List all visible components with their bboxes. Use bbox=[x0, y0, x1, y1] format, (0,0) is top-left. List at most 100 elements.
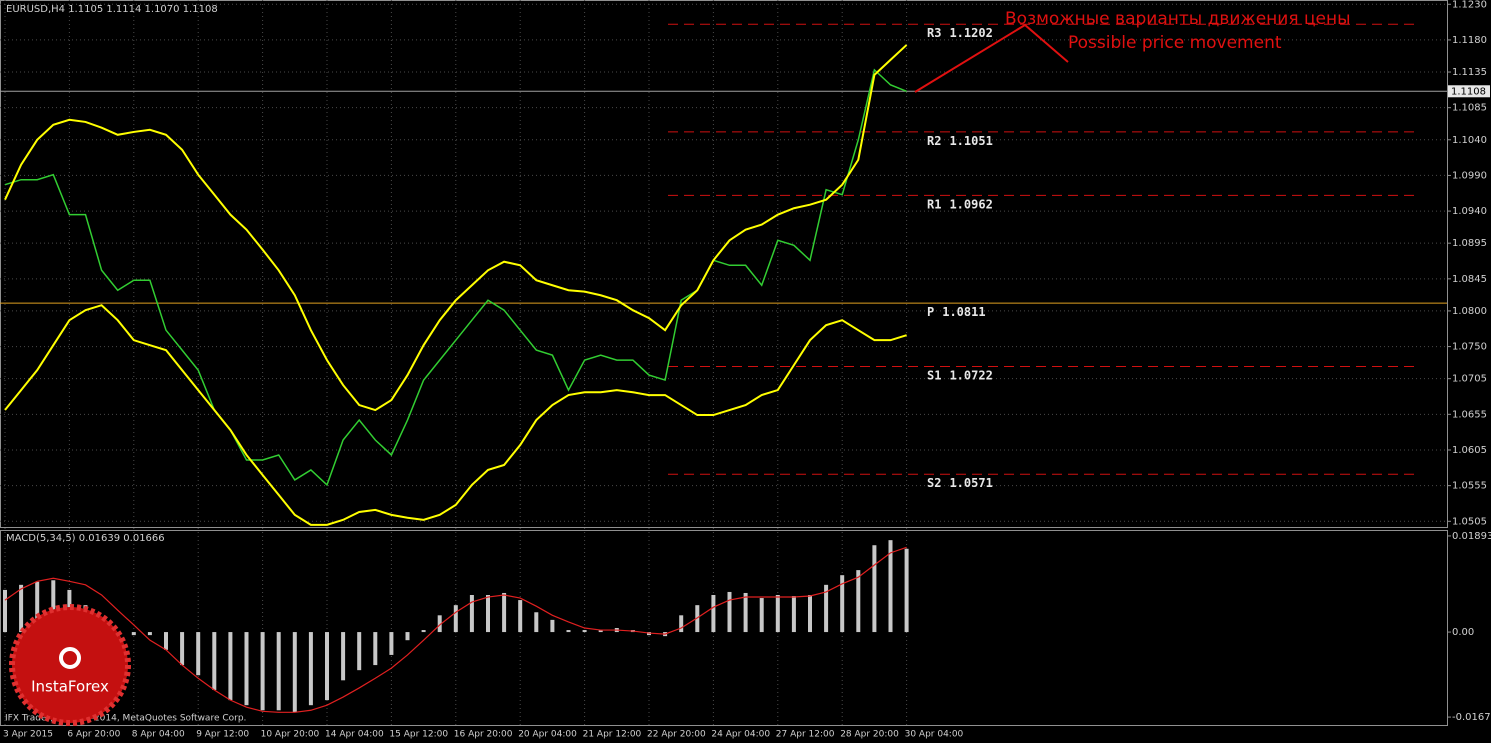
pivot-value: 1.0571 bbox=[949, 476, 992, 490]
pivot-value: 1.1202 bbox=[949, 26, 992, 40]
x-tick-label: 21 Apr 12:00 bbox=[583, 730, 642, 740]
x-tick-label: 6 Apr 20:00 bbox=[67, 730, 120, 740]
macd-bar bbox=[582, 630, 587, 633]
macd-bar bbox=[3, 589, 7, 633]
logo: InstaForex bbox=[9, 604, 131, 726]
x-tick-label: 30 Apr 04:00 bbox=[905, 730, 964, 740]
arrow bbox=[914, 23, 1069, 93]
y-tick-label: 1.1180 bbox=[1452, 35, 1487, 46]
macd-bar bbox=[791, 596, 796, 633]
y-tick-label: 1.0800 bbox=[1452, 306, 1487, 317]
macd-bar bbox=[775, 595, 780, 633]
logo-icon bbox=[59, 647, 81, 669]
pivot-name: R2 bbox=[927, 133, 941, 147]
macd-bar bbox=[341, 632, 346, 681]
pivot-name: P bbox=[927, 305, 934, 319]
pivot-value: 1.0962 bbox=[949, 197, 992, 211]
macd-bar bbox=[502, 592, 507, 633]
macd-bar bbox=[228, 632, 233, 701]
macd-bar bbox=[695, 605, 700, 633]
pivot-label: P 1.0811 bbox=[927, 305, 986, 319]
x-tick-label: 10 Apr 20:00 bbox=[261, 730, 320, 740]
logo-text: InstaForex bbox=[31, 678, 109, 696]
pivot-label: R1 1.0962 bbox=[927, 197, 993, 211]
macd-bar bbox=[276, 632, 281, 711]
price-frame bbox=[0, 0, 1448, 528]
macd-bar bbox=[308, 632, 313, 706]
macd-bar bbox=[808, 595, 812, 633]
x-tick-label: 3 Apr 2015 bbox=[3, 730, 53, 740]
x-tick-label: 20 Apr 04:00 bbox=[518, 730, 577, 740]
annotation: Possible price movement bbox=[1068, 33, 1282, 53]
macd-frame bbox=[0, 530, 1448, 726]
y-tick-label: 1.1040 bbox=[1452, 135, 1487, 146]
macd-bar bbox=[437, 615, 442, 633]
last-price-box bbox=[1448, 85, 1490, 98]
macd-bar bbox=[292, 632, 297, 713]
macd-bar bbox=[389, 632, 394, 655]
macd-bar bbox=[164, 632, 168, 650]
footer: IFX Trader, © 2001-2014, MetaQuotes Soft… bbox=[5, 714, 246, 724]
x-tick-label: 8 Apr 04:00 bbox=[132, 730, 185, 740]
macd-bar bbox=[711, 595, 716, 633]
x-tick-label: 9 Apr 12:00 bbox=[196, 730, 249, 740]
x-tick-label: 16 Apr 20:00 bbox=[454, 730, 513, 740]
macd-title: MACD(5,34,5) 0.01639 0.01666 bbox=[6, 533, 165, 544]
macd-bar bbox=[325, 632, 329, 701]
macd-bar bbox=[244, 632, 249, 706]
macd-bar bbox=[518, 600, 523, 633]
macd-bar bbox=[19, 584, 24, 633]
last-price-label: 1.1108 bbox=[1451, 86, 1486, 97]
pivot-label: R2 1.1051 bbox=[927, 133, 993, 147]
x-tick-label: 14 Apr 04:00 bbox=[325, 730, 384, 740]
pivot-name: S1 bbox=[927, 368, 941, 382]
macd-bar bbox=[180, 632, 185, 666]
macd-bar bbox=[469, 595, 474, 633]
macd-bar bbox=[534, 612, 539, 633]
pivot-label: S1 1.0722 bbox=[927, 368, 993, 382]
macd-bar bbox=[357, 632, 362, 671]
y-tick-label: 1.1085 bbox=[1452, 103, 1487, 114]
macd-bar bbox=[566, 630, 571, 633]
macd-bar bbox=[373, 632, 378, 666]
pivot-value: 1.1051 bbox=[949, 133, 992, 147]
y-tick-label: 1.0895 bbox=[1452, 238, 1487, 249]
y-tick-label: -0.01674 bbox=[1452, 712, 1491, 723]
pivot-name: R3 bbox=[927, 26, 941, 40]
x-tick-label: 22 Apr 20:00 bbox=[647, 730, 706, 740]
macd-bar bbox=[405, 632, 410, 641]
macd-bar bbox=[759, 598, 764, 633]
macd-bar bbox=[486, 595, 490, 633]
y-tick-label: 1.0655 bbox=[1452, 409, 1487, 420]
pivot-name: R1 bbox=[927, 197, 941, 211]
y-tick-label: 1.1230 bbox=[1452, 0, 1487, 10]
macd-bar bbox=[872, 545, 877, 633]
macd-bar bbox=[196, 632, 201, 676]
macd-bar bbox=[35, 581, 40, 633]
y-tick-label: 1.0940 bbox=[1452, 206, 1487, 217]
pivot-name: S2 bbox=[927, 476, 941, 490]
macd-bar bbox=[888, 540, 893, 633]
macd-bar bbox=[679, 615, 684, 633]
macd-bar bbox=[453, 605, 458, 633]
macd-bar bbox=[743, 592, 748, 633]
macd-bar bbox=[51, 580, 56, 633]
y-tick-label: 1.0750 bbox=[1452, 342, 1487, 353]
macd-bar bbox=[598, 630, 603, 633]
macd-bar bbox=[856, 570, 861, 633]
y-tick-label: 1.0990 bbox=[1452, 170, 1487, 181]
y-tick-label: 1.0705 bbox=[1452, 374, 1487, 385]
y-tick-label: 1.0555 bbox=[1452, 481, 1487, 492]
x-tick-label: 15 Apr 12:00 bbox=[389, 730, 448, 740]
macd-bar bbox=[840, 575, 845, 633]
band-line bbox=[4, 44, 908, 412]
chart-title: EURUSD,H4 1.1105 1.1114 1.1070 1.1108 bbox=[6, 4, 218, 15]
signal-line bbox=[4, 546, 907, 713]
pivot-value: 1.0811 bbox=[942, 305, 985, 319]
macd-bar bbox=[212, 632, 217, 690]
annotation: Возможные варианты движения цены bbox=[1005, 9, 1351, 29]
pivot-value: 1.0722 bbox=[949, 368, 992, 382]
x-tick-label: 27 Apr 12:00 bbox=[776, 730, 835, 740]
